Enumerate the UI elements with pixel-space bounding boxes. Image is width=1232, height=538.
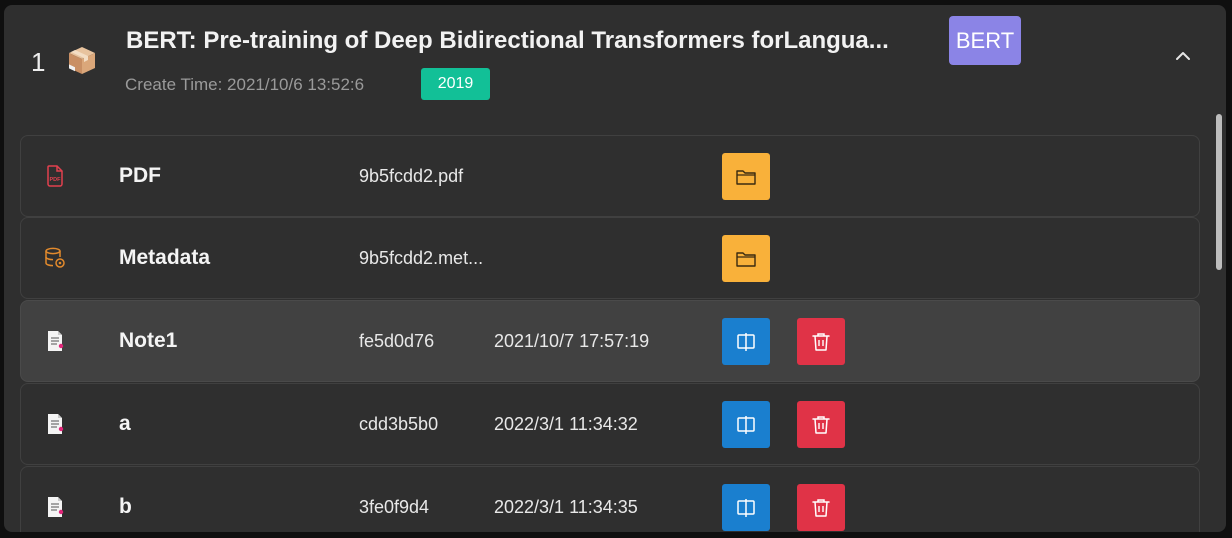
file-path-label[interactable]: 9b5fcdd2.met... (359, 248, 484, 268)
paper-title[interactable]: BERT: Pre-training of Deep Bidirectional… (126, 27, 889, 54)
book-open-icon (737, 415, 755, 434)
open-folder-button[interactable] (722, 153, 770, 200)
file-name-label: PDF (119, 164, 161, 187)
year-badge: 2019 (421, 68, 490, 100)
trash-icon (812, 498, 830, 517)
create-time-label: Create Time: 2021/10/6 13:52:6 (125, 75, 365, 94)
file-name-label: a (119, 412, 131, 435)
file-row-b[interactable]: b 3fe0f9d4 2022/3/1 11:34:35 (20, 466, 1200, 532)
folder-icon (736, 169, 756, 185)
entry-index: 1 (31, 47, 46, 77)
open-note-button[interactable] (722, 401, 770, 448)
svg-text:PDF: PDF (50, 177, 62, 183)
book-open-icon (737, 332, 755, 351)
file-name-label: Metadata (119, 246, 211, 269)
database-icon (45, 247, 65, 268)
book-open-icon (737, 498, 755, 517)
open-folder-button[interactable] (722, 235, 770, 282)
package-box-icon (69, 47, 95, 74)
file-row-note1[interactable]: Note1 fe5d0d76 2021/10/7 17:57:19 (20, 300, 1200, 382)
file-name-label: Note1 (119, 329, 178, 352)
file-id-label: 3fe0f9d4 (359, 497, 430, 517)
paper-entry-panel: 1 BERT: Pre-training of Deep Bidirection… (4, 5, 1226, 532)
folder-icon (736, 251, 756, 267)
file-row-a[interactable]: a cdd3b5b0 2022/3/1 11:34:32 (20, 383, 1200, 465)
pdf-file-icon: PDF (47, 165, 63, 187)
delete-button[interactable] (797, 484, 845, 531)
note-file-icon (48, 497, 64, 517)
file-time-label: 2021/10/7 17:57:19 (494, 331, 650, 351)
paper-tag-badge[interactable]: BERT (949, 16, 1021, 65)
file-path-label[interactable]: 9b5fcdd2.pdf (359, 166, 464, 186)
file-row-pdf[interactable]: PDF PDF 9b5fcdd2.pdf (20, 135, 1200, 217)
note-file-icon (48, 414, 64, 434)
open-note-button[interactable] (722, 484, 770, 531)
file-name-label: b (119, 495, 132, 518)
open-note-button[interactable] (722, 318, 770, 365)
file-id-label: fe5d0d76 (359, 331, 435, 351)
trash-icon (812, 332, 830, 351)
trash-icon (812, 415, 830, 434)
file-row-metadata[interactable]: Metadata 9b5fcdd2.met... (20, 217, 1200, 299)
scrollbar-thumb[interactable] (1216, 114, 1222, 270)
chevron-up-icon[interactable] (1170, 43, 1196, 69)
file-id-label: cdd3b5b0 (359, 414, 439, 434)
note-file-icon (48, 331, 64, 351)
paper-entry-header[interactable]: 1 BERT: Pre-training of Deep Bidirection… (4, 5, 1226, 125)
file-time-label: 2022/3/1 11:34:35 (494, 497, 638, 517)
delete-button[interactable] (797, 401, 845, 448)
delete-button[interactable] (797, 318, 845, 365)
file-time-label: 2022/3/1 11:34:32 (494, 414, 638, 434)
